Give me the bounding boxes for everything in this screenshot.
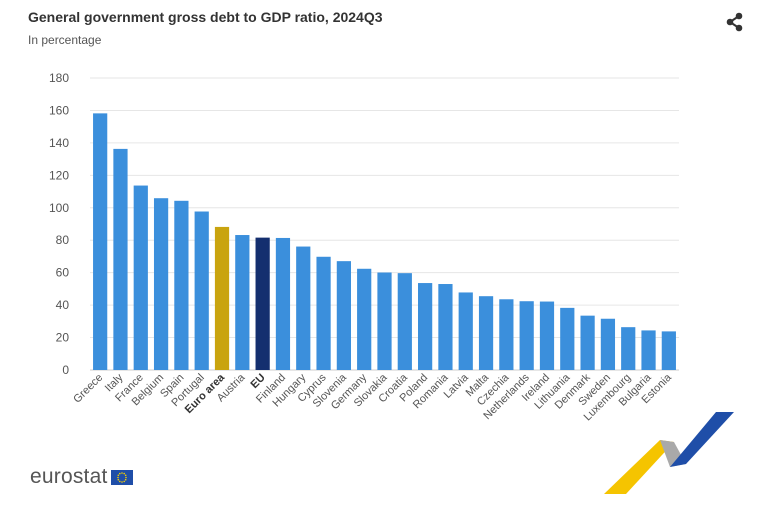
bar-portugal[interactable] xyxy=(194,211,209,370)
bars xyxy=(93,113,676,370)
y-tick-label: 80 xyxy=(56,233,70,247)
bar-sweden[interactable] xyxy=(600,318,616,370)
bar-germany[interactable] xyxy=(357,268,372,370)
bar-luxembourg[interactable] xyxy=(621,327,636,370)
bar-croatia[interactable] xyxy=(397,273,412,370)
bar-lithuania[interactable] xyxy=(560,307,575,370)
y-tick-label: 160 xyxy=(49,103,69,117)
chart-title: General government gross debt to GDP rat… xyxy=(28,9,383,25)
y-tick-label: 0 xyxy=(62,363,69,377)
bar-denmark[interactable] xyxy=(580,315,595,370)
brand-swoosh-icon xyxy=(604,412,734,494)
y-tick-label: 40 xyxy=(56,298,70,312)
bar-czechia[interactable] xyxy=(499,299,514,370)
chart-subtitle: In percentage xyxy=(28,33,102,47)
bar-greece[interactable] xyxy=(93,113,108,370)
y-tick-label: 120 xyxy=(49,168,69,182)
logo-text: eurostat xyxy=(30,465,108,488)
y-axis: 0 20 40 60 80 100 120 140 160 180 xyxy=(49,71,69,377)
bar-latvia[interactable] xyxy=(458,292,473,370)
share-icon[interactable] xyxy=(724,11,746,33)
x-tick-label: Greece xyxy=(71,372,105,406)
bar-netherlands[interactable] xyxy=(519,301,534,370)
bar-slovenia[interactable] xyxy=(336,261,351,370)
y-tick-label: 100 xyxy=(49,201,69,215)
y-tick-label: 180 xyxy=(49,71,69,85)
bar-spain[interactable] xyxy=(174,200,189,370)
bar-italy[interactable] xyxy=(113,148,128,370)
bar-ireland[interactable] xyxy=(539,301,555,370)
bar-cyprus[interactable] xyxy=(316,256,331,370)
y-tick-label: 140 xyxy=(49,136,69,150)
x-axis: GreeceItalyFranceBelgiumSpainPortugalEur… xyxy=(71,371,674,423)
eurostat-logo: eurostat xyxy=(30,465,134,489)
bar-malta[interactable] xyxy=(478,296,494,370)
bar-romania[interactable] xyxy=(438,284,453,370)
bar-estonia[interactable] xyxy=(661,331,676,370)
y-tick-label: 60 xyxy=(56,266,70,280)
bar-belgium[interactable] xyxy=(153,198,169,370)
bar-france[interactable] xyxy=(133,185,148,370)
bar-bulgaria[interactable] xyxy=(641,330,656,370)
bar-finland[interactable] xyxy=(275,237,291,370)
y-tick-label: 20 xyxy=(56,331,70,345)
bar-slovakia[interactable] xyxy=(377,272,392,370)
bar-poland[interactable] xyxy=(418,283,433,370)
bar-austria[interactable] xyxy=(235,235,250,370)
bar-eu[interactable] xyxy=(255,237,270,370)
bar-hungary[interactable] xyxy=(296,246,311,370)
eu-flag-icon xyxy=(111,469,134,485)
bar-euro-area[interactable] xyxy=(214,226,230,370)
